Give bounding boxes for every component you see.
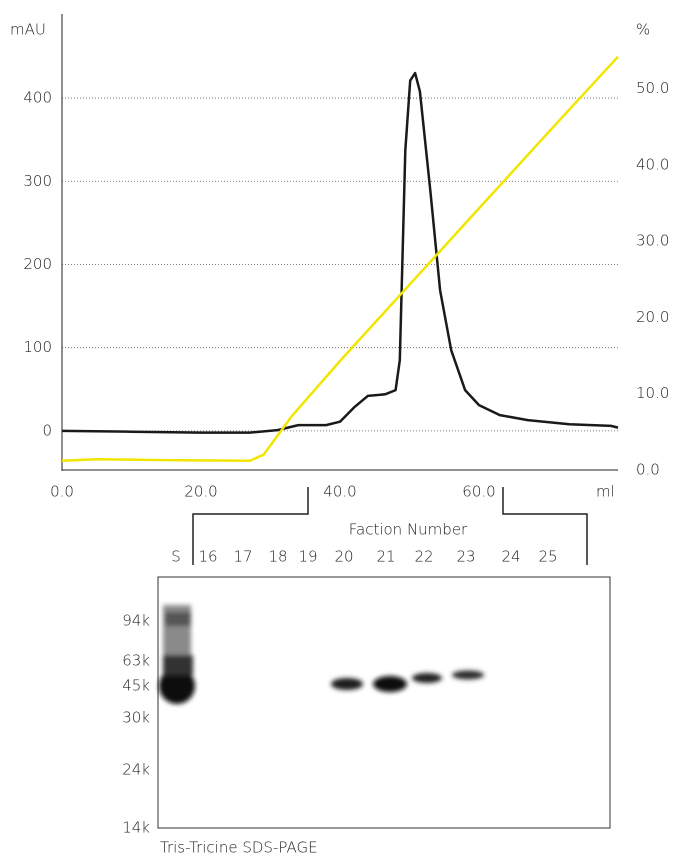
- series-line: [61, 55, 619, 463]
- x-tick-label: 0.0: [50, 483, 74, 501]
- x-tick-label: 40.0: [323, 483, 356, 501]
- y2-axis-label: %: [636, 21, 650, 39]
- y2-tick-label: 0.0: [636, 461, 660, 479]
- x-axis-label: ml: [596, 483, 615, 501]
- y2-tick-label: 10.0: [636, 384, 669, 402]
- y-axis-label: mAU: [10, 21, 46, 39]
- mw-marker-label: 63k: [122, 652, 150, 670]
- lane-label: 19: [298, 548, 317, 566]
- mw-marker-label: 24k: [122, 761, 150, 779]
- lane-label: 21: [376, 548, 395, 566]
- y2-tick-label: 50.0: [636, 79, 669, 97]
- fraction-bracket: [192, 487, 588, 565]
- gel-title: Faction Number: [349, 521, 468, 539]
- gel-caption: Tris-Tricine SDS-PAGE: [160, 839, 318, 857]
- y2-tick-label: 30.0: [636, 232, 669, 250]
- series-line: [61, 71, 619, 434]
- y-tick-label: 200: [23, 255, 52, 273]
- mw-marker-label: 94k: [122, 612, 150, 630]
- y2-tick-label: 40.0: [636, 155, 669, 173]
- lane-label: 23: [456, 548, 475, 566]
- lane-label: 16: [198, 548, 217, 566]
- lane-label: 18: [268, 548, 287, 566]
- gel-bands: [159, 605, 484, 704]
- lane-label: 20: [334, 548, 353, 566]
- y-tick-label: 0: [42, 421, 52, 439]
- lane-label: 25: [538, 548, 557, 566]
- y2-tick-label: 20.0: [636, 308, 669, 326]
- mw-marker-label: 45k: [122, 677, 150, 695]
- y-tick-label: 400: [23, 89, 52, 107]
- mw-marker-label: 30k: [122, 709, 150, 727]
- x-tick-label: 60.0: [462, 483, 495, 501]
- lane-label: 17: [233, 548, 252, 566]
- gel-image: [157, 576, 611, 829]
- lane-label: S: [171, 548, 181, 566]
- x-tick-label: 20.0: [184, 483, 217, 501]
- y-tick-label: 100: [23, 338, 52, 356]
- mw-marker-label: 14k: [122, 819, 150, 837]
- y-tick-label: 300: [23, 172, 52, 190]
- lane-label: 24: [501, 548, 520, 566]
- lane-label: 22: [414, 548, 433, 566]
